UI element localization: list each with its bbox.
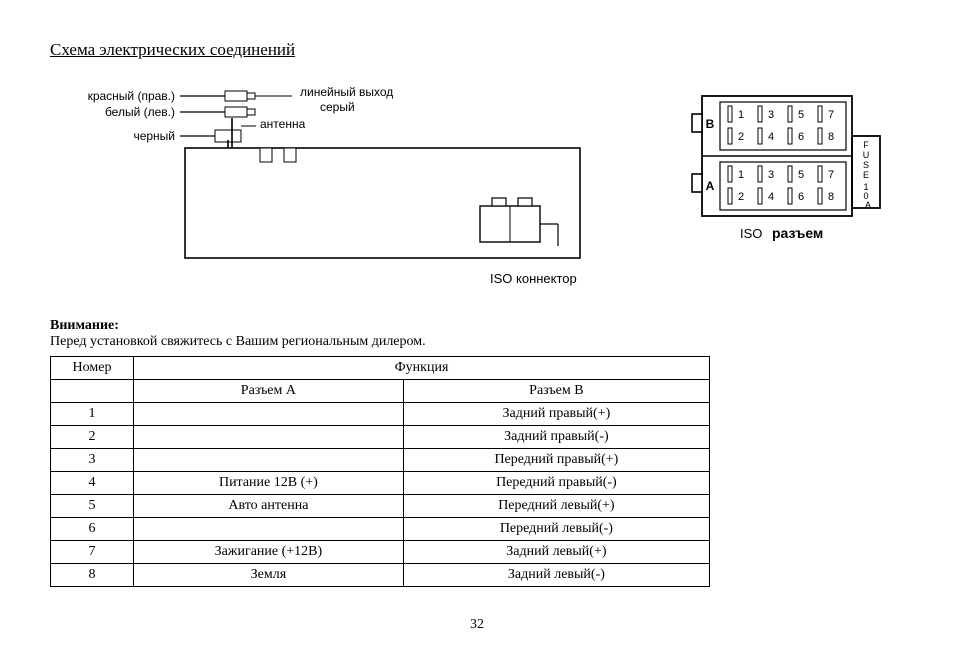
iso-label: ISO xyxy=(740,226,762,241)
label-line-out: линейный выход xyxy=(300,85,393,99)
page-title: Схема электрических соединений xyxy=(50,40,904,60)
label-antenna: антенна xyxy=(260,117,306,131)
cell-b: Передний левый(+) xyxy=(403,495,709,518)
pins-a: 1 3 5 7 2 4 6 8 xyxy=(728,166,834,204)
table-header-row: Номер Функция xyxy=(51,357,710,380)
svg-text:6: 6 xyxy=(798,131,804,143)
fuse-F: F xyxy=(863,140,869,150)
svg-text:4: 4 xyxy=(768,191,774,203)
cell-b: Задний левый(-) xyxy=(403,564,709,587)
svg-text:1: 1 xyxy=(738,169,744,181)
cell-a xyxy=(134,403,404,426)
svg-text:3: 3 xyxy=(768,169,774,181)
cell-a: Зажигание (+12В) xyxy=(134,541,404,564)
cell-b: Задний правый(+) xyxy=(403,403,709,426)
cell-number: 8 xyxy=(51,564,134,587)
cell-b: Передний правый(+) xyxy=(403,449,709,472)
table-row: 5Авто антеннаПередний левый(+) xyxy=(51,495,710,518)
cell-b: Передний левый(-) xyxy=(403,518,709,541)
port-b xyxy=(284,148,296,162)
iso-razem: разъем xyxy=(772,225,823,241)
hdr-sub-b: Разъем B xyxy=(403,380,709,403)
rca-white-tip xyxy=(247,109,255,115)
pins-b: 1 3 5 7 2 4 6 8 xyxy=(728,106,834,144)
rca-red-tip xyxy=(247,93,255,99)
page-number: 32 xyxy=(50,617,904,633)
cell-a: Авто антенна xyxy=(134,495,404,518)
cell-number: 6 xyxy=(51,518,134,541)
hdr-empty xyxy=(51,380,134,403)
rca-red xyxy=(225,91,247,101)
label-white-left: белый (лев.) xyxy=(105,105,175,119)
svg-text:5: 5 xyxy=(798,169,804,181)
table-body: 1 Задний правый(+) 2 Задний правый(-) 3 Перед… xyxy=(51,403,710,587)
port-a xyxy=(260,148,272,162)
svg-text:6: 6 xyxy=(798,191,804,203)
hdr-sub-a: Разъем A xyxy=(134,380,404,403)
table-row: 6 Передний левый(-) xyxy=(51,518,710,541)
svg-text:8: 8 xyxy=(828,131,834,143)
table-row: 7Зажигание (+12В)Задний левый(+) xyxy=(51,541,710,564)
cell-a xyxy=(134,426,404,449)
svg-text:7: 7 xyxy=(828,169,834,181)
table-row: 8ЗемляЗадний левый(-) xyxy=(51,564,710,587)
cell-number: 2 xyxy=(51,426,134,449)
rca-white xyxy=(225,107,247,117)
svg-text:5: 5 xyxy=(798,109,804,121)
fuse-E: E xyxy=(863,170,869,180)
table-row: 3 Передний правый(+) xyxy=(51,449,710,472)
cell-number: 7 xyxy=(51,541,134,564)
wiring-diagram: красный (прав.) белый (лев.) черный лине… xyxy=(60,78,600,298)
table-row: 4Питание 12В (+)Передний правый(-) xyxy=(51,472,710,495)
iso-pinout: F U S E 1 0 A B A 1 3 5 7 2 4 xyxy=(680,78,900,248)
iso-connector xyxy=(480,198,558,246)
svg-text:2: 2 xyxy=(738,131,744,143)
fuse-U: U xyxy=(863,150,870,160)
table-row: 2 Задний правый(-) xyxy=(51,426,710,449)
attention-label: Внимание: xyxy=(50,318,119,333)
before-install-text: Перед установкой свяжитесь с Вашим регио… xyxy=(50,334,426,349)
hdr-number: Номер xyxy=(51,357,134,380)
pin-table: Номер Функция Разъем A Разъем B 1 Задний … xyxy=(50,356,710,587)
cell-b: Передний правый(-) xyxy=(403,472,709,495)
cell-a: Питание 12В (+) xyxy=(134,472,404,495)
fuse-S: S xyxy=(863,160,869,170)
attention-block: Внимание: Перед установкой свяжитесь с В… xyxy=(50,318,904,350)
fuse-A: A xyxy=(865,200,871,210)
cell-a xyxy=(134,518,404,541)
table-subheader-row: Разъем A Разъем B xyxy=(51,380,710,403)
cell-b: Задний правый(-) xyxy=(403,426,709,449)
cell-a: Земля xyxy=(134,564,404,587)
row-b-label: B xyxy=(706,117,715,131)
svg-text:4: 4 xyxy=(768,131,774,143)
cell-a xyxy=(134,449,404,472)
cell-number: 1 xyxy=(51,403,134,426)
cell-number: 4 xyxy=(51,472,134,495)
iso-connector-label: ISO коннектор xyxy=(490,271,577,286)
iso-block-wrap: F U S E 1 0 A B A 1 3 5 7 2 4 xyxy=(680,78,900,253)
svg-text:7: 7 xyxy=(828,109,834,121)
label-black: черный xyxy=(133,129,175,143)
hdr-function: Функция xyxy=(134,357,710,380)
label-red-right: красный (прав.) xyxy=(88,89,175,103)
cell-b: Задний левый(+) xyxy=(403,541,709,564)
svg-text:8: 8 xyxy=(828,191,834,203)
svg-text:2: 2 xyxy=(738,191,744,203)
table-row: 1 Задний правый(+) xyxy=(51,403,710,426)
label-gray: серый xyxy=(320,100,355,114)
cell-number: 3 xyxy=(51,449,134,472)
cell-number: 5 xyxy=(51,495,134,518)
svg-text:3: 3 xyxy=(768,109,774,121)
row-a-label: A xyxy=(706,179,715,193)
svg-text:1: 1 xyxy=(738,109,744,121)
diagram-row: красный (прав.) белый (лев.) черный лине… xyxy=(60,78,904,298)
